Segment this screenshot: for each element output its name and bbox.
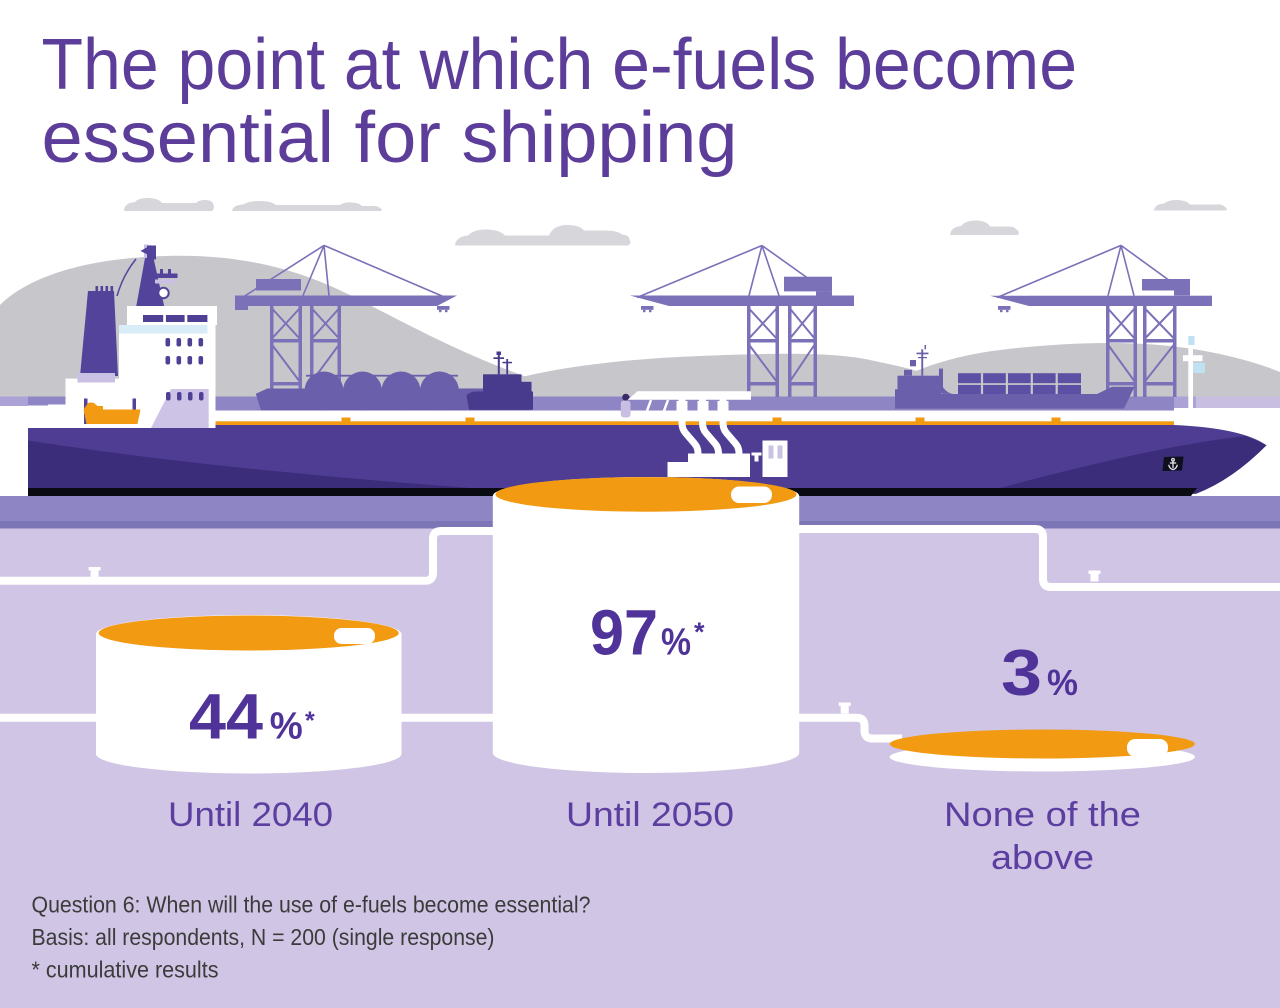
svg-text:None of the: None of the bbox=[944, 796, 1141, 834]
svg-text:*: * bbox=[694, 617, 705, 647]
svg-text:The point at which e-fuels bec: The point at which e-fuels become bbox=[42, 25, 1078, 105]
svg-text:Until 2040: Until 2040 bbox=[168, 796, 333, 834]
svg-text:* cumulative results: * cumulative results bbox=[32, 957, 219, 983]
svg-text:Question 6: When will the use: Question 6: When will the use of e-fuels… bbox=[32, 892, 591, 918]
svg-text:3: 3 bbox=[1001, 637, 1042, 709]
svg-text:%: % bbox=[661, 621, 691, 663]
svg-text:Until 2050: Until 2050 bbox=[566, 796, 734, 834]
svg-text:Basis: all respondents, N = 20: Basis: all respondents, N = 200 (single … bbox=[32, 924, 495, 950]
svg-text:%: % bbox=[270, 706, 303, 748]
svg-text:*: * bbox=[305, 707, 315, 735]
svg-text:97: 97 bbox=[590, 596, 658, 668]
svg-text:%: % bbox=[1047, 662, 1078, 703]
svg-text:above: above bbox=[991, 839, 1094, 877]
svg-text:44: 44 bbox=[189, 681, 263, 753]
svg-text:essential for shipping: essential for shipping bbox=[42, 98, 738, 178]
